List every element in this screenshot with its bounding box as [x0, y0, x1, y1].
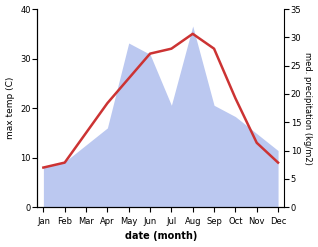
Y-axis label: max temp (C): max temp (C) — [5, 77, 15, 139]
Y-axis label: med. precipitation (kg/m2): med. precipitation (kg/m2) — [303, 52, 313, 165]
X-axis label: date (month): date (month) — [125, 231, 197, 242]
